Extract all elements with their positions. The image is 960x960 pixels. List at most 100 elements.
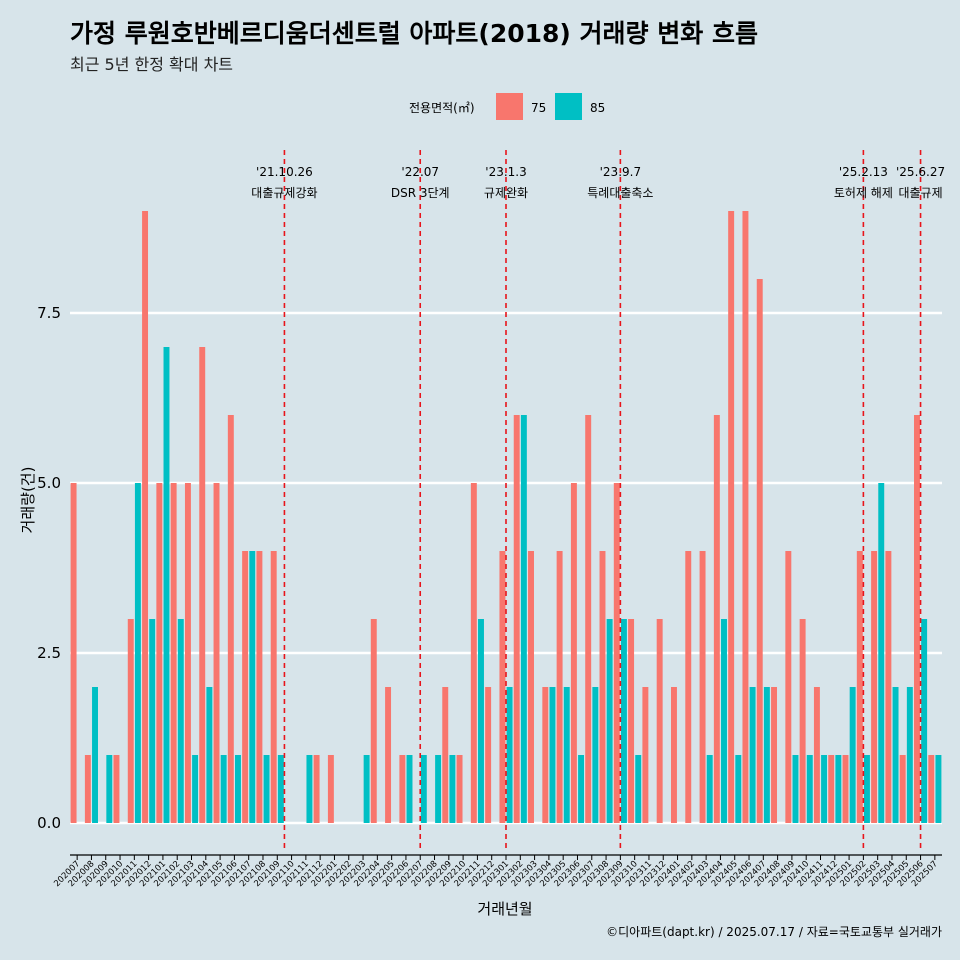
event-date: '25.6.27 — [896, 165, 945, 179]
bar-75-202301 — [499, 551, 506, 823]
bar-85-202501 — [849, 687, 856, 823]
bar-75-202211 — [470, 483, 477, 823]
bar-85-202209 — [449, 755, 456, 823]
bar-75-202303 — [528, 551, 534, 823]
event-label: 특례대출축소 — [587, 186, 653, 200]
bar-85-202104 — [206, 687, 213, 823]
bar-85-202008 — [92, 687, 98, 823]
y-axis-label: 거래량(건) — [19, 467, 37, 534]
event-label: 토허제 해제 — [834, 186, 893, 200]
bar-85-202412 — [835, 755, 842, 823]
bar-75-202502 — [856, 551, 863, 823]
bar-75-202305 — [556, 551, 563, 823]
legend: 전용면적(㎡) 75 85 — [409, 93, 605, 120]
bar-75-202409 — [785, 551, 792, 823]
bar-85-202302 — [520, 415, 527, 823]
bar-85-202405 — [735, 755, 742, 823]
bar-85-202012 — [149, 619, 156, 823]
bar-85-202203 — [363, 755, 370, 823]
event-lines: '21.10.26 대출규제강화 '22.07 DSR 3단계 '23.1.3 규제완화 '… — [251, 150, 945, 848]
bar-75-202101 — [156, 483, 163, 823]
bar-85-202107 — [249, 551, 256, 823]
event-date: '25.2.13 — [839, 165, 888, 179]
bar-85-202407 — [763, 687, 770, 823]
bar-75-202311 — [642, 687, 649, 823]
bar-75-202112 — [313, 755, 320, 823]
bar-85-202105 — [220, 755, 227, 823]
bar-75-202309 — [613, 483, 620, 823]
bar-75-202404 — [713, 415, 720, 823]
bar-85-202502 — [863, 755, 870, 823]
bar-85-202306 — [578, 755, 585, 823]
bar-85-202304 — [549, 687, 556, 823]
bar-85-202404 — [721, 619, 727, 823]
bar-85-202409 — [792, 755, 799, 823]
bar-85-202109 — [277, 755, 284, 823]
bar-75-202206 — [399, 755, 406, 823]
legend-label-75: 75 — [531, 101, 546, 115]
bar-75-202209 — [442, 687, 449, 823]
event-date: '22.07 — [401, 165, 439, 179]
bar-85-202504 — [892, 687, 899, 823]
bar-85-202208 — [435, 755, 442, 823]
bar-75-202403 — [699, 551, 706, 823]
bar-75-202411 — [813, 687, 820, 823]
y-axis: 0.0 2.5 5.0 7.5 — [37, 304, 61, 832]
y-tick-label: 5.0 — [37, 474, 61, 492]
event-label: DSR 3단계 — [391, 186, 450, 200]
bar-85-202505 — [906, 687, 913, 823]
bar-75-202507 — [928, 755, 935, 823]
bar-85-202103 — [192, 755, 199, 823]
bar-85-202211 — [478, 619, 484, 823]
bar-75-202109 — [270, 551, 277, 823]
bar-75-202201 — [327, 755, 334, 823]
bar-85-202101 — [163, 347, 170, 823]
bar-85-202009 — [106, 755, 113, 823]
bar-85-202410 — [806, 755, 813, 823]
bar-75-202304 — [542, 687, 549, 823]
event-label: 대출규제 — [898, 186, 942, 200]
bar-75-202010 — [113, 755, 120, 823]
bar-75-202312 — [656, 619, 663, 823]
bar-75-202012 — [142, 211, 149, 823]
event-date: '23.9.7 — [600, 165, 641, 179]
bar-85-202507 — [935, 755, 942, 823]
bar-75-202104 — [199, 347, 206, 823]
bar-75-202401 — [670, 687, 677, 823]
bars — [70, 211, 942, 823]
y-tick-label: 2.5 — [37, 644, 61, 662]
chart-caption: ©디아파트(dapt.kr) / 2025.07.17 / 자료=국토교통부 실… — [606, 925, 942, 939]
bar-75-202007 — [70, 483, 77, 823]
bar-75-202501 — [842, 755, 849, 823]
legend-label-85: 85 — [590, 101, 605, 115]
bar-75-202406 — [742, 211, 749, 823]
bar-75-202107 — [242, 551, 249, 823]
bar-75-202306 — [570, 483, 577, 823]
legend-swatch-75 — [496, 93, 523, 120]
chart-subtitle: 최근 5년 한정 확대 차트 — [70, 55, 233, 74]
bar-75-202102 — [170, 483, 177, 823]
bar-75-202402 — [685, 551, 692, 823]
bar-75-202505 — [899, 755, 906, 823]
bar-75-202410 — [799, 619, 806, 823]
y-tick-label: 7.5 — [37, 304, 61, 322]
bar-85-202011 — [134, 483, 141, 823]
bar-75-202302 — [513, 415, 520, 823]
bar-75-202408 — [771, 687, 778, 823]
chart-title: 가정 루원호반베르디움더센트럴 아파트(2018) 거래량 변화 흐름 — [70, 19, 758, 48]
bar-75-202412 — [828, 755, 835, 823]
bar-85-202305 — [563, 687, 570, 823]
bar-75-202504 — [885, 551, 892, 823]
y-tick-label: 0.0 — [37, 814, 61, 832]
bar-85-202207 — [420, 755, 427, 823]
bar-75-202503 — [871, 551, 878, 823]
bar-85-202503 — [878, 483, 885, 823]
bar-75-202008 — [84, 755, 91, 823]
bar-85-202106 — [234, 755, 241, 823]
bar-85-202406 — [749, 687, 756, 823]
bar-85-202108 — [263, 755, 270, 823]
bar-75-202204 — [370, 619, 377, 823]
bar-75-202407 — [756, 279, 763, 823]
bar-75-202307 — [585, 415, 592, 823]
